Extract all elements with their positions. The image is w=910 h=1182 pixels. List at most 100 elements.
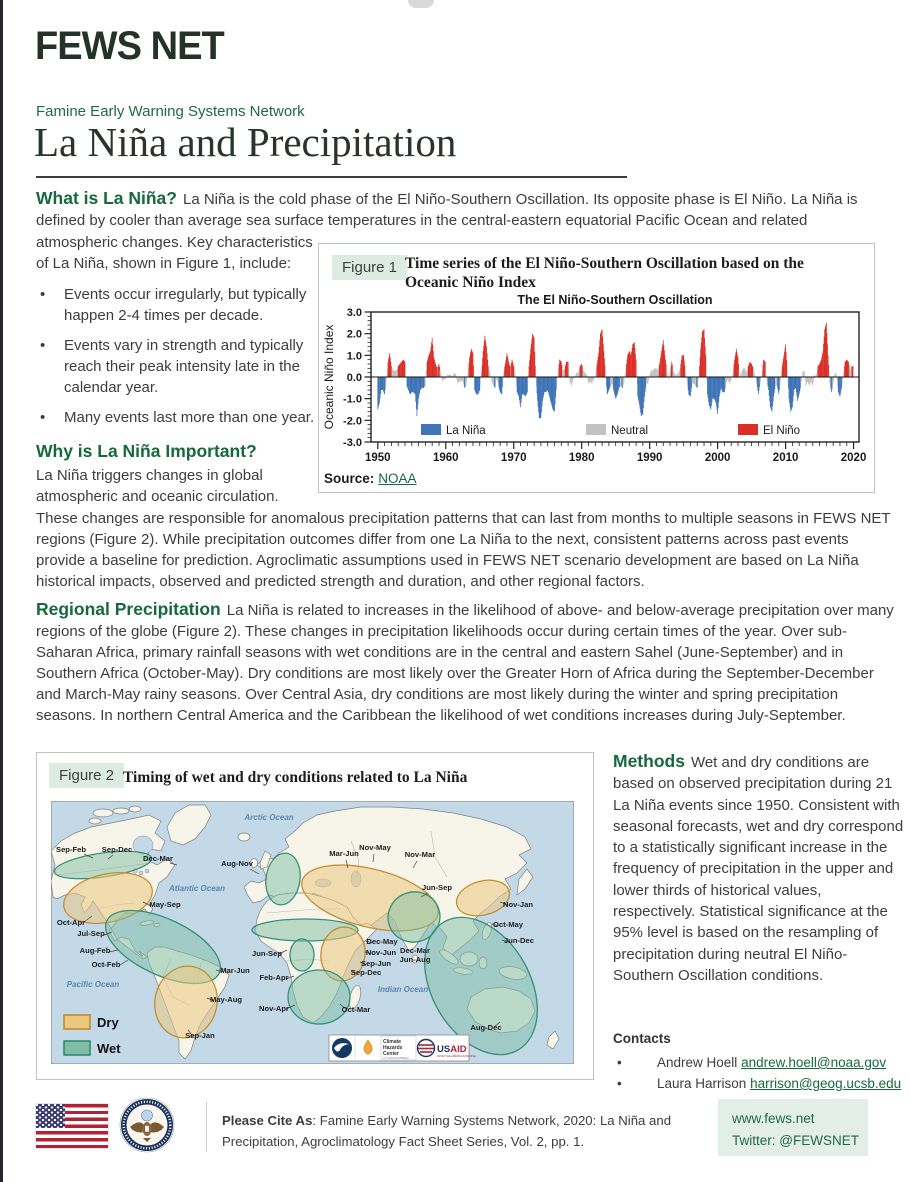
svg-text:Oceanic Niño Index: Oceanic Niño Index [322, 325, 336, 430]
svg-text:Mar-Jun: Mar-Jun [329, 849, 359, 858]
svg-text:El Niño: El Niño [763, 425, 800, 437]
svg-text:Dec-Mar: Dec-Mar [400, 946, 430, 955]
svg-text:-1.0: -1.0 [343, 394, 362, 406]
svg-text:Atlantic Ocean: Atlantic Ocean [168, 884, 225, 893]
footer-divider [206, 1102, 207, 1152]
svg-text:Sep-Jun: Sep-Jun [361, 959, 391, 968]
dry-label: Dry [97, 1015, 119, 1030]
svg-text:USAID: USAID [437, 1044, 467, 1055]
fews-net-logo: FEWS NET [35, 24, 225, 68]
chc-logo [363, 1039, 373, 1055]
figure1-source: Source: NOAA [324, 471, 417, 486]
svg-text:2010: 2010 [773, 452, 799, 464]
list-item: • Events occur irregularly, but typically… [40, 286, 307, 324]
svg-text:Indian Ocean: Indian Ocean [378, 985, 428, 994]
what-is-heading: What is La Niña? [36, 188, 177, 208]
cite-text: : Famine Early Warning Systems Network, … [222, 1113, 672, 1149]
regional-text: La Niña is related to increases in the l… [36, 602, 894, 724]
bullet-icon: • [40, 409, 46, 426]
svg-text:Dec-Mar: Dec-Mar [143, 854, 173, 863]
methods-text: Wet and dry conditions are based on obse… [613, 754, 904, 984]
svg-text:Neutral: Neutral [611, 425, 648, 437]
cite-label: Please Cite As [222, 1113, 313, 1128]
list-item: • Many events last more than one year. [40, 409, 315, 426]
svg-text:Oct-Apr: Oct-Apr [57, 918, 85, 927]
svg-text:Oct-Feb: Oct-Feb [92, 960, 121, 969]
list-item: • Events vary in strength and typically r… [40, 337, 304, 396]
top-arc-decoration [408, 0, 434, 8]
svg-text:1.0: 1.0 [347, 350, 362, 362]
what-is-text: La Niña is the cold phase of the El Niño… [36, 191, 858, 229]
bullet-icon: • [617, 1076, 622, 1091]
svg-text:Aug-Nov: Aug-Nov [221, 859, 253, 868]
dry-swatch [63, 1014, 91, 1030]
page-title: La Niña and Precipitation [34, 119, 457, 165]
svg-text:1950: 1950 [365, 452, 391, 464]
svg-text:Jun-Sep: Jun-Sep [422, 883, 452, 892]
svg-text:Nov-Mar: Nov-Mar [405, 850, 435, 859]
svg-text:Nov-Jan: Nov-Jan [503, 900, 533, 909]
what-is-narrow-text: atmospheric changes. Key characteristics… [36, 234, 313, 272]
figure2-label: Figure 2 [49, 763, 125, 788]
svg-text:Arctic Ocean: Arctic Ocean [243, 813, 293, 822]
world-map: Arctic Ocean Atlantic Ocean Pacific Ocean I… [51, 801, 574, 1064]
svg-text:Sep-Jan: Sep-Jan [185, 1031, 215, 1040]
regional-heading: Regional Precipitation [36, 599, 221, 619]
state-department-seal [119, 1097, 175, 1153]
svg-text:1980: 1980 [569, 452, 595, 464]
methods-heading: Methods [613, 751, 685, 771]
contact-name: Andrew Hoell [657, 1055, 738, 1070]
svg-text:Aug-Feb: Aug-Feb [80, 946, 111, 955]
contact-email-link[interactable]: andrew.hoell@noaa.gov [741, 1055, 887, 1070]
twitter-handle[interactable]: Twitter: @FEWSNET [732, 1133, 859, 1148]
svg-text:Climate: Climate [383, 1039, 401, 1045]
oni-chart: -3.0 -2.0 -1.0 0.0 1.0 2.0 3.0 1950 1960 1970 1980… [322, 294, 867, 464]
svg-text:2020: 2020 [841, 452, 867, 464]
contact-name: Laura Harrison [657, 1076, 747, 1091]
bullet-icon: • [40, 337, 46, 354]
svg-text:2000: 2000 [705, 452, 731, 464]
svg-text:Sep-Dec: Sep-Dec [351, 968, 381, 977]
flag-canton [36, 1104, 65, 1128]
citation: Please Cite As: Famine Early Warning Sys… [222, 1110, 706, 1152]
svg-text:-2.0: -2.0 [343, 415, 362, 427]
title-rule [36, 176, 627, 178]
contact-email-link[interactable]: harrison@geog.ucsb.edu [750, 1076, 902, 1091]
svg-text:0.0: 0.0 [347, 372, 362, 384]
svg-text:1960: 1960 [433, 452, 459, 464]
svg-text:Nov-Apr: Nov-Apr [259, 1004, 289, 1013]
contacts-section: Contacts • Andrew Hoell andrew.hoell@noa… [613, 1031, 905, 1094]
svg-text:Oct-May: Oct-May [493, 920, 524, 929]
us-flag [36, 1104, 108, 1148]
contact-row: • Laura Harrison harrison@geog.ucsb.edu [613, 1073, 905, 1094]
svg-text:1970: 1970 [501, 452, 527, 464]
network-subtitle: Famine Early Warning Systems Network [36, 103, 305, 120]
regional-paragraph: Regional Precipitation La Niña is related… [36, 599, 900, 726]
footer-links-box: www.fews.net Twitter: @FEWSNET [718, 1099, 868, 1156]
svg-text:Sep-Dec: Sep-Dec [102, 845, 132, 854]
svg-text:3.0: 3.0 [347, 307, 362, 319]
map-overlays: Arctic Ocean Atlantic Ocean Pacific Ocean I… [53, 813, 538, 1056]
why-important-heading: Why is La Niña Important? [36, 441, 257, 461]
characteristics-list: • Events occur irregularly, but typically… [36, 284, 318, 428]
website-link[interactable]: www.fews.net [732, 1111, 815, 1126]
noaa-logo [332, 1038, 352, 1058]
wet-label: Wet [97, 1041, 121, 1056]
what-is-paragraph: What is La Niña? La Niña is the cold phas… [36, 188, 884, 231]
svg-text:Hazards: Hazards [383, 1045, 403, 1051]
left-column: atmospheric changes. Key characteristics… [36, 232, 318, 507]
map-logos-strip: Climate Hazards Center UC SANTA BARBARA … [328, 1034, 476, 1062]
contact-row: • Andrew Hoell andrew.hoell@noaa.gov [613, 1052, 905, 1073]
svg-text:Pacific Ocean: Pacific Ocean [67, 980, 120, 989]
wet-swatch [63, 1040, 91, 1056]
svg-text:The El Niño-Southern Oscillati: The El Niño-Southern Oscillation [517, 294, 712, 307]
noaa-link[interactable]: NOAA [378, 471, 417, 486]
source-label: Source: [324, 471, 375, 486]
bullet-icon: • [40, 286, 46, 303]
svg-text:Dec-May: Dec-May [366, 937, 398, 946]
contacts-heading: Contacts [613, 1031, 671, 1046]
svg-text:Jun-Dec: Jun-Dec [504, 936, 534, 945]
svg-text:Oct-Mar: Oct-Mar [342, 1005, 371, 1014]
bullet-icon: • [617, 1055, 622, 1070]
